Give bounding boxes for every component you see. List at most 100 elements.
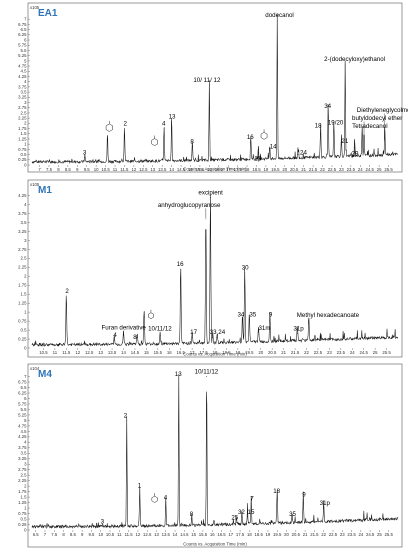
x-tick-label: 17.5: [199, 350, 208, 355]
peak-label: 3: [83, 150, 87, 157]
peak-point: [191, 145, 193, 147]
y-tick-label: 1.25: [18, 301, 27, 306]
y-tick-label: 0: [24, 527, 27, 532]
x-tick-label: 19.5: [271, 167, 280, 172]
peak-label: 2: [123, 121, 127, 128]
peak-point: [163, 128, 165, 129]
peak-point: [124, 128, 125, 129]
y-tick-label: 3: [24, 462, 27, 467]
x-tick-label: 16.5: [217, 532, 226, 537]
x-tick-label: 24: [350, 350, 355, 355]
peak-point: [302, 498, 304, 500]
y-tick-label: 2.75: [18, 105, 27, 110]
peak-label: 10/ 11/ 12: [193, 77, 221, 84]
peak-point: [107, 135, 108, 137]
peak-point: [276, 495, 278, 497]
y-tick-label: 1.25: [18, 500, 27, 505]
x-tick-label: 9: [76, 167, 79, 172]
peak-point: [159, 335, 161, 336]
peak-point: [102, 526, 103, 528]
x-axis-title: Counts vs. Acquisition Time (min): [183, 167, 247, 172]
peak-label: 24: [218, 329, 225, 336]
peak-label: 21: [341, 138, 348, 145]
y-tick-label: 3: [24, 100, 27, 105]
peak-label: 25: [231, 514, 238, 521]
x-tick-label: 19.5: [245, 350, 254, 355]
x-tick-label: 10: [98, 532, 103, 537]
peak-point: [250, 503, 252, 505]
panel-frame: [27, 179, 403, 358]
y-tick-label: 2: [24, 484, 27, 489]
y-scale-label: x104: [30, 366, 40, 371]
peak-label: 31m: [258, 325, 270, 332]
y-tick-label: 3.5: [21, 220, 28, 225]
y-scale-label: x105: [30, 182, 40, 187]
x-tick-label: 8.5: [65, 167, 72, 172]
x-tick-label: 7.5: [51, 532, 58, 537]
x-tick-label: 22.5: [329, 532, 338, 537]
peak-label: 1: [138, 483, 142, 490]
x-tick-label: 13: [98, 350, 103, 355]
x-tick-label: 18.5: [222, 350, 231, 355]
x-tick-label: 18.5: [252, 167, 261, 172]
y-tick-label: 0.75: [18, 319, 27, 324]
x-tick-label: 14.5: [177, 167, 186, 172]
benzoic-acid-structure-icon: [151, 138, 158, 146]
y-tick-label: 3.5: [21, 90, 28, 95]
x-tick-label: 20.5: [290, 167, 299, 172]
peak-label: 18: [273, 488, 280, 495]
x-tick-label: 21: [301, 167, 306, 172]
y-tick-label: 0: [24, 345, 27, 350]
y-tick-label: 4.5: [21, 69, 28, 74]
x-tick-label: 15: [188, 167, 193, 172]
x-tick-label: 11.5: [120, 167, 129, 172]
x-tick-label: 20.5: [268, 350, 277, 355]
panel-frame: [27, 363, 403, 548]
peak-label: 9: [269, 311, 273, 318]
x-tick-label: 19.5: [273, 532, 282, 537]
y-tick-label: 6: [24, 396, 27, 401]
y-axis: 00.250.50.7511.251.51.7522.252.52.7533.2…: [18, 366, 40, 532]
peak-label: 2-(dodecyloxy)ethanol: [324, 56, 385, 63]
y-tick-label: 6.5: [21, 385, 28, 390]
x-tick-label: 11: [53, 350, 58, 355]
peak-point: [333, 127, 335, 128]
molecule-structure-icons: [105, 120, 268, 146]
peak-label: Diethyleneglycolmonododecyl ether: [357, 107, 408, 114]
y-tick-label: 1: [24, 142, 27, 147]
aldehyde-structure-icon: [148, 312, 154, 320]
x-tick-label: 24.5: [360, 350, 369, 355]
peak-label: 16: [247, 134, 254, 141]
peak-label: 4: [162, 121, 166, 128]
y-tick-label: 2: [24, 121, 27, 126]
y-tick-label: 5.5: [21, 48, 28, 53]
panel-label: EA1: [38, 8, 58, 19]
peak-point: [171, 120, 173, 122]
x-tick-label: 15.5: [154, 350, 163, 355]
peak-point: [320, 130, 322, 132]
peak-label: anhydroglucopyranose: [158, 202, 221, 209]
x-tick-label: 11.5: [62, 350, 71, 355]
peak-label: dodecanol: [265, 12, 294, 19]
chromatogram-trace: [31, 13, 399, 165]
peak-point: [341, 143, 342, 145]
peak-point: [208, 84, 210, 86]
x-tick-label: 19: [235, 350, 240, 355]
methoxybenzoic-structure-icon: [260, 132, 268, 140]
x-tick-label: 20: [284, 532, 289, 537]
x-tick-label: 6.5: [33, 532, 40, 537]
x-tick-label: 14: [173, 532, 178, 537]
y-tick-label: 0: [24, 162, 27, 167]
x-tick-label: 13: [154, 532, 159, 537]
y-tick-label: 2.25: [18, 478, 27, 483]
y-tick-label: 2.75: [18, 467, 27, 472]
y-tick-label: 0.75: [18, 511, 27, 516]
x-tick-label: 12: [136, 532, 141, 537]
peak-point: [212, 336, 214, 338]
x-tick-label: 12.5: [139, 167, 148, 172]
peak-point: [206, 376, 208, 377]
x-tick-label: 18: [213, 350, 218, 355]
y-tick-label: 4.5: [21, 429, 28, 434]
y-tick-label: 2.5: [21, 473, 28, 478]
peak-point: [143, 311, 145, 313]
